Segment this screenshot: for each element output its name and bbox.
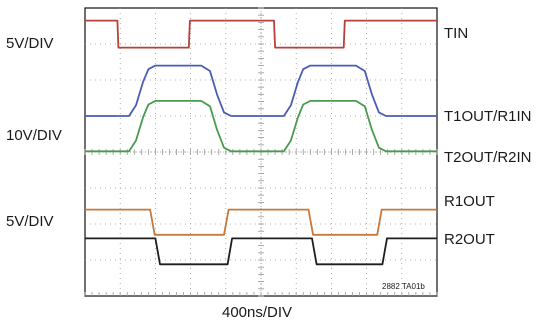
series-line-t1out-r1in [85, 64, 437, 117]
traces [85, 19, 437, 266]
channel-label-t1out-r1in: T1OUT/R1IN [444, 108, 532, 125]
scale-label-tout: 10V/DIV [6, 127, 62, 144]
channel-label-tin: TIN [444, 25, 468, 42]
scale-label-tin: 5V/DIV [6, 35, 54, 52]
series-line-r2out [85, 237, 437, 266]
scale-label-rout: 5V/DIV [6, 213, 54, 230]
series-line-tin [85, 19, 437, 49]
figure-id: 2882 TA01b [382, 282, 425, 291]
x-scale-label: 400ns/DIV [222, 304, 292, 321]
channel-label-r2out: R2OUT [444, 231, 495, 248]
channel-label-r1out: R1OUT [444, 193, 495, 210]
series-line-r1out [85, 208, 437, 236]
series-line-t2out-r2in [85, 100, 437, 153]
channel-label-t2out-r2in: T2OUT/R2IN [444, 149, 532, 166]
